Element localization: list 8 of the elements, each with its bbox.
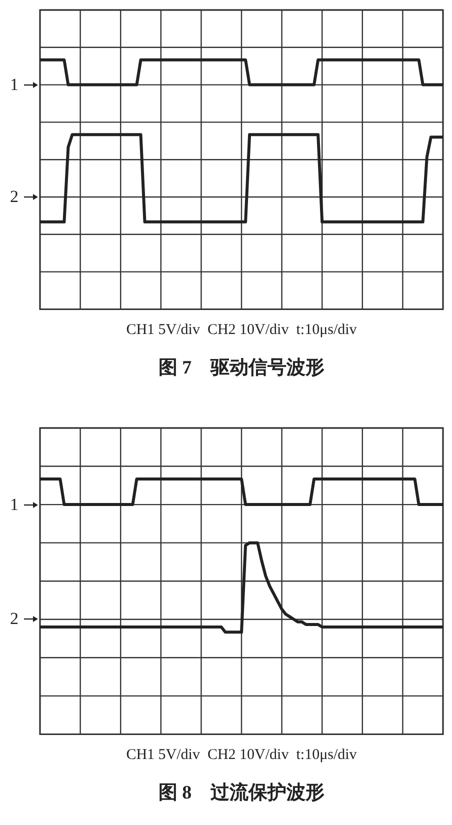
text: 1	[10, 74, 18, 94]
text: 图 8 过流保护波形	[158, 782, 325, 804]
x-axis-title: CH1 5V/div CH2 10V/div t:10μs/div	[126, 322, 358, 338]
x-axis-title: CH1 5V/div CH2 10V/div t:10μs/div	[126, 747, 358, 764]
text: 1	[10, 494, 18, 514]
text: 图 7 驱动信号波形	[158, 356, 325, 379]
text: 2	[10, 187, 18, 206]
text: 2	[10, 609, 18, 628]
